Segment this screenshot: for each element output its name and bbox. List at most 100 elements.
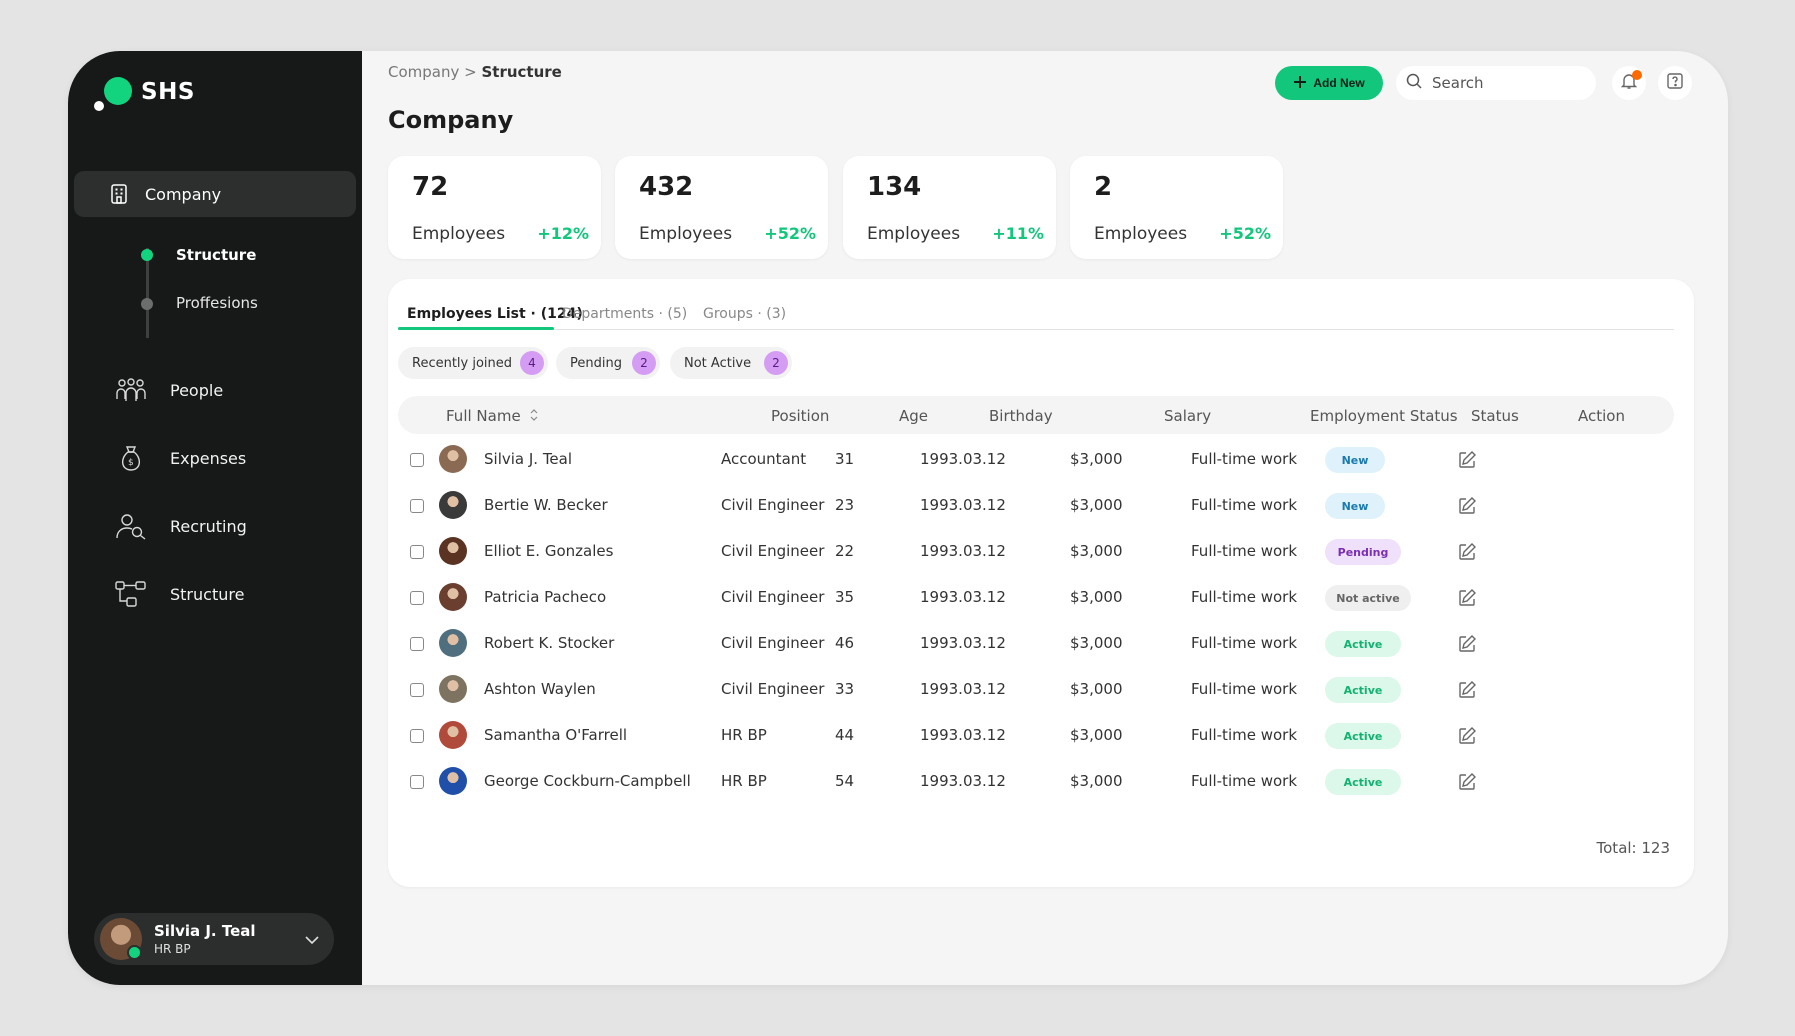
column-header-full-name[interactable]: Full Name	[446, 407, 539, 426]
edit-icon[interactable]	[1457, 726, 1477, 746]
edit-icon[interactable]	[1457, 588, 1477, 608]
search-box[interactable]	[1396, 66, 1596, 100]
tab-employees-list[interactable]: Employees List · (124)	[407, 306, 583, 322]
edit-icon[interactable]	[1457, 680, 1477, 700]
active-tab-indicator	[398, 327, 554, 330]
row-checkbox[interactable]	[410, 545, 424, 559]
table-header: Full Name Position Age Birthday Salary E…	[398, 396, 1674, 434]
column-header-label: Full Name	[446, 407, 521, 425]
edit-icon[interactable]	[1457, 496, 1477, 516]
table-row[interactable]: Ashton Waylen Civil Engineer 33 1993.03.12 $…	[388, 667, 1694, 713]
table-row[interactable]: Elliot E. Gonzales Civil Engineer 22 1993.0…	[388, 529, 1694, 575]
sidebar-item-company[interactable]: Company	[74, 171, 356, 217]
sidebar-item-recruting[interactable]: Recruting	[114, 509, 247, 543]
breadcrumb-parent[interactable]: Company	[388, 63, 460, 81]
filter-chip-pending[interactable]: Pending 2	[556, 347, 660, 379]
cell-employment-status: Full-time work	[1191, 680, 1298, 698]
avatar	[439, 537, 467, 565]
stat-change: +52%	[764, 224, 816, 243]
cell-full-name: Samantha O'Farrell	[484, 726, 628, 744]
cell-salary: $3,000	[1070, 496, 1123, 514]
tab-groups[interactable]: Groups · (3)	[703, 306, 787, 322]
cell-employment-status: Full-time work	[1191, 634, 1298, 652]
add-new-label: Add New	[1313, 76, 1365, 90]
edit-icon[interactable]	[1457, 542, 1477, 562]
sidebar-item-structure[interactable]: Structure	[114, 577, 244, 611]
stat-card: 432 Employees +52%	[615, 156, 828, 259]
filter-chip-recently-joined[interactable]: Recently joined 4	[398, 347, 548, 379]
chevron-down-icon[interactable]	[304, 930, 320, 949]
sidebar-item-expenses[interactable]: $ Expenses	[114, 441, 246, 475]
table-row[interactable]: Bertie W. Becker Civil Engineer 23 1993.03.…	[388, 483, 1694, 529]
user-name: Silvia J. Teal	[154, 922, 256, 940]
search-input[interactable]	[1430, 73, 1584, 93]
cell-birthday: 1993.03.12	[920, 634, 1006, 652]
avatar	[439, 491, 467, 519]
cell-salary: $3,000	[1070, 450, 1123, 468]
help-button[interactable]	[1658, 66, 1692, 100]
subnav-item-proffesions[interactable]: Proffesions	[176, 294, 258, 312]
notifications-button[interactable]	[1612, 66, 1646, 100]
logo-mark-dot	[94, 101, 104, 111]
money-bag-icon: $	[114, 442, 148, 474]
stat-change: +12%	[537, 224, 589, 243]
stat-label: Employees	[1094, 224, 1188, 244]
cell-position: Civil Engineer	[721, 542, 825, 560]
filter-chip-not-active[interactable]: Not Active 2	[670, 347, 792, 379]
column-header-birthday: Birthday	[989, 407, 1053, 425]
row-checkbox[interactable]	[410, 499, 424, 513]
breadcrumb-separator: >	[459, 63, 482, 81]
cell-employment-status: Full-time work	[1191, 726, 1298, 744]
edit-icon[interactable]	[1457, 772, 1477, 792]
stat-value: 432	[639, 172, 694, 202]
breadcrumb: Company > Structure	[388, 63, 562, 81]
status-badge: Active	[1325, 677, 1401, 703]
filter-count-badge: 4	[520, 351, 544, 375]
column-header-action: Action	[1578, 407, 1625, 425]
status-badge: Not active	[1325, 585, 1411, 611]
row-checkbox[interactable]	[410, 637, 424, 651]
cell-age: 23	[835, 496, 855, 514]
row-checkbox[interactable]	[410, 683, 424, 697]
column-header-status: Status	[1471, 407, 1519, 425]
subnav-item-structure[interactable]: Structure	[176, 246, 257, 264]
row-checkbox[interactable]	[410, 775, 424, 789]
filter-count-badge: 2	[764, 351, 788, 375]
table-row[interactable]: Patricia Pacheco Civil Engineer 35 1993.03.…	[388, 575, 1694, 621]
breadcrumb-current: Structure	[481, 63, 562, 81]
sidebar-item-label: Recruting	[170, 516, 247, 536]
user-profile-card[interactable]: Silvia J. Teal HR BP	[94, 913, 334, 965]
tab-departments[interactable]: Departments · (5)	[562, 306, 688, 322]
sidebar-item-people[interactable]: People	[114, 373, 223, 407]
edit-icon[interactable]	[1457, 450, 1477, 470]
cell-salary: $3,000	[1070, 634, 1123, 652]
cell-salary: $3,000	[1070, 726, 1123, 744]
table-row[interactable]: Robert K. Stocker Civil Engineer 46 1993.03…	[388, 621, 1694, 667]
sort-icon[interactable]	[529, 408, 539, 426]
stat-value: 134	[867, 172, 922, 202]
sidebar-item-label: People	[170, 380, 224, 400]
avatar	[100, 918, 142, 960]
cell-birthday: 1993.03.12	[920, 680, 1006, 698]
avatar	[439, 767, 467, 795]
edit-icon[interactable]	[1457, 634, 1477, 654]
subnav-track	[146, 248, 149, 338]
logo-mark	[104, 77, 132, 105]
table-row[interactable]: Samantha O'Farrell HR BP 44 1993.03.12 $3,00…	[388, 713, 1694, 759]
row-checkbox[interactable]	[410, 453, 424, 467]
tab-bar: Employees List · (124) Departments · (5)…	[398, 303, 1674, 330]
cell-full-name: George Cockburn-Campbell	[484, 772, 691, 790]
add-new-button[interactable]: Add New	[1275, 66, 1383, 100]
avatar	[439, 583, 467, 611]
row-checkbox[interactable]	[410, 591, 424, 605]
cell-age: 33	[835, 680, 855, 698]
user-role: HR BP	[154, 942, 191, 956]
table-row[interactable]: George Cockburn-Campbell HR BP 54 1993.03.1…	[388, 759, 1694, 805]
stat-label: Employees	[412, 224, 506, 244]
cell-full-name: Ashton Waylen	[484, 680, 596, 698]
logo[interactable]: SHS	[94, 77, 214, 117]
table-row[interactable]: Silvia J. Teal Accountant 31 1993.03.12 $3,0…	[388, 437, 1694, 483]
cell-position: HR BP	[721, 726, 767, 744]
avatar	[439, 445, 467, 473]
row-checkbox[interactable]	[410, 729, 424, 743]
